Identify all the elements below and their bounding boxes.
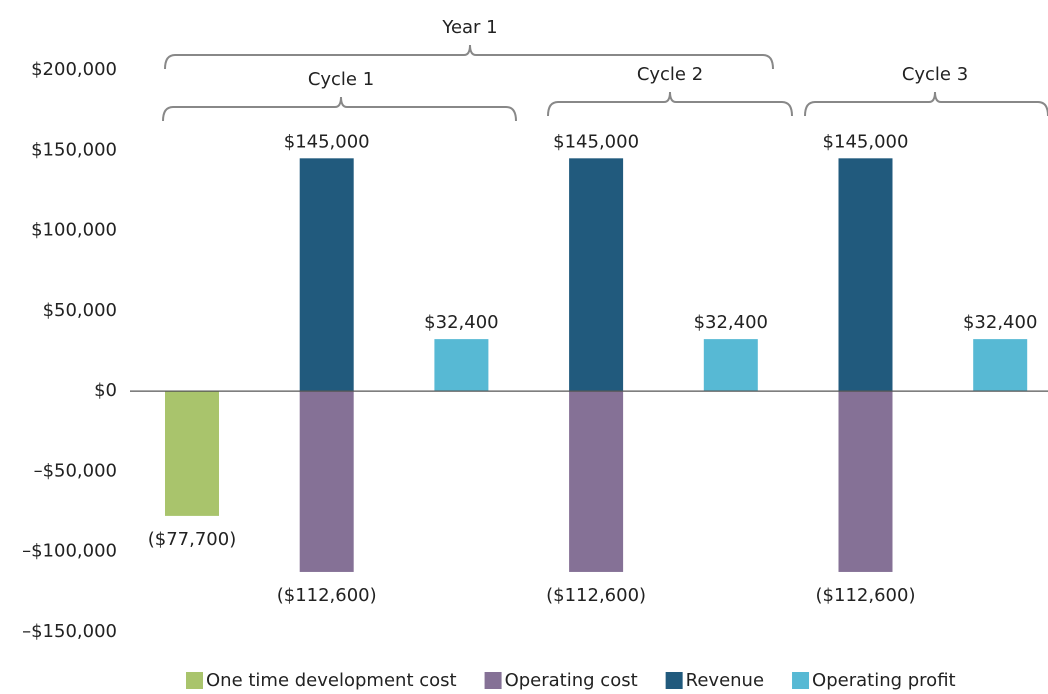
bar — [838, 158, 893, 392]
annotation: Cycle 2 — [637, 64, 703, 85]
annotation: Cycle 1 — [308, 69, 374, 90]
value-label: ($112,600) — [546, 585, 646, 606]
annotation: Year 1 — [441, 17, 497, 38]
y-tick-label: $150,000 — [31, 139, 117, 160]
legend-label: One time development cost — [206, 670, 457, 691]
legend-swatch — [484, 672, 502, 689]
bar — [165, 391, 219, 516]
bar — [299, 391, 354, 572]
y-tick-label: $0 — [94, 380, 117, 401]
value-label: $32,400 — [424, 312, 498, 333]
value-label: ($112,600) — [816, 585, 916, 606]
bracket — [162, 96, 517, 122]
bar — [434, 339, 489, 392]
legend-swatch — [186, 672, 203, 689]
value-label: ($112,600) — [277, 585, 377, 606]
bar — [973, 339, 1028, 392]
value-label: $32,400 — [963, 312, 1037, 333]
y-tick-label: –$100,000 — [22, 541, 117, 562]
y-tick-label: $200,000 — [31, 59, 117, 80]
value-label: $32,400 — [694, 312, 768, 333]
legend-label: Operating cost — [505, 670, 638, 691]
bar — [838, 391, 893, 572]
y-tick-label: $50,000 — [43, 300, 117, 321]
legend-label: Operating profit — [812, 670, 956, 691]
legend-swatch — [665, 672, 683, 689]
legend-swatch — [792, 672, 810, 689]
bracket — [804, 91, 1048, 117]
value-label: $145,000 — [284, 131, 370, 152]
bar — [569, 158, 624, 392]
bracket — [547, 91, 793, 117]
value-label: $145,000 — [823, 131, 909, 152]
bar — [299, 158, 354, 392]
bracket — [164, 44, 774, 70]
value-label: ($77,700) — [148, 529, 236, 550]
annotation: Cycle 3 — [902, 64, 968, 85]
bar — [569, 391, 624, 572]
y-tick-label: –$150,000 — [22, 621, 117, 642]
y-tick-label: –$50,000 — [34, 460, 117, 481]
value-label: $145,000 — [553, 131, 639, 152]
y-tick-label: $100,000 — [31, 220, 117, 241]
bar — [703, 339, 758, 392]
legend-label: Revenue — [686, 670, 764, 691]
